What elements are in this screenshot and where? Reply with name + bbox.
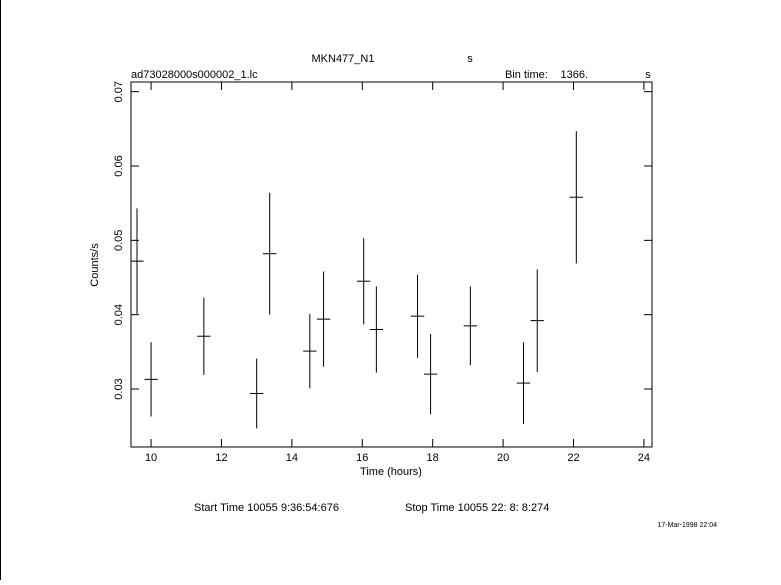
y-axis-label: Counts/s — [89, 243, 101, 287]
bin-unit: s — [645, 69, 651, 81]
x-tick-label: 20 — [497, 452, 509, 464]
y-tick-label: 0.04 — [113, 304, 125, 325]
start-time: Start Time 10055 9:36:54:676 — [194, 502, 339, 514]
x-tick-label: 24 — [638, 452, 650, 464]
timestamp: 17-Mar-1998 22:04 — [657, 522, 717, 529]
title-unit: s — [467, 53, 473, 65]
x-axis-label: Time (hours) — [360, 466, 422, 478]
x-tick-label: 14 — [286, 452, 298, 464]
y-tick-label: 0.06 — [113, 155, 125, 176]
chart-title: MKN477_N1 — [312, 53, 375, 65]
stop-time: Stop Time 10055 22: 8: 8:274 — [405, 502, 549, 514]
bin-label: Bin time: — [505, 69, 548, 81]
y-tick-label: 0.05 — [113, 230, 125, 251]
subtitle: ad73028000s000002_1.lc — [131, 69, 258, 81]
y-tick-label: 0.07 — [113, 81, 125, 102]
x-tick-label: 16 — [356, 452, 368, 464]
x-tick-label: 10 — [145, 452, 157, 464]
bin-value: 1366. — [560, 69, 588, 81]
x-tick-label: 12 — [215, 452, 227, 464]
x-tick-label: 18 — [427, 452, 439, 464]
plot-frame — [130, 81, 653, 448]
x-tick-label: 22 — [567, 452, 579, 464]
y-tick-label: 0.03 — [113, 378, 125, 399]
